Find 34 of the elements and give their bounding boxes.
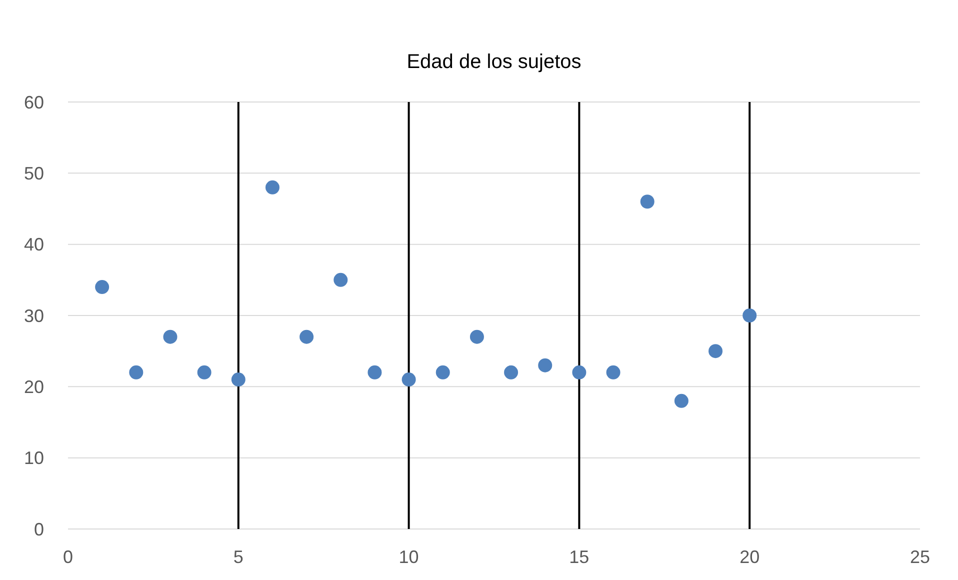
point	[402, 372, 416, 387]
point	[300, 330, 314, 344]
y-tick-label: 40	[24, 234, 44, 255]
y-tick-label: 60	[24, 92, 44, 112]
point	[470, 330, 484, 344]
point	[265, 180, 280, 194]
point	[538, 358, 552, 372]
point	[368, 365, 382, 380]
point	[742, 308, 757, 322]
point	[674, 394, 688, 408]
chart-title: Edad de los sujetos	[406, 51, 582, 73]
x-tick-label: 15	[569, 547, 590, 567]
point	[95, 280, 110, 294]
y-tick-label: 50	[24, 163, 44, 184]
x-tick-label: 20	[740, 547, 760, 567]
point	[708, 344, 723, 358]
point	[334, 272, 348, 287]
y-tick-label: 0	[34, 519, 44, 540]
y-tick-label: 20	[24, 376, 44, 397]
point	[163, 330, 178, 344]
x-tick-label: 5	[233, 547, 244, 567]
x-tick-label: 0	[62, 547, 74, 567]
point	[197, 365, 212, 380]
point	[640, 194, 654, 209]
point	[504, 365, 518, 380]
y-tick-label: 30	[24, 306, 44, 326]
x-tick-label: 25	[910, 547, 930, 567]
y-tick-label: 10	[24, 448, 44, 468]
x-tick-label: 10	[398, 547, 419, 567]
point	[606, 365, 620, 380]
point	[436, 365, 450, 380]
point	[129, 365, 144, 380]
point	[231, 372, 246, 387]
point	[572, 365, 586, 380]
